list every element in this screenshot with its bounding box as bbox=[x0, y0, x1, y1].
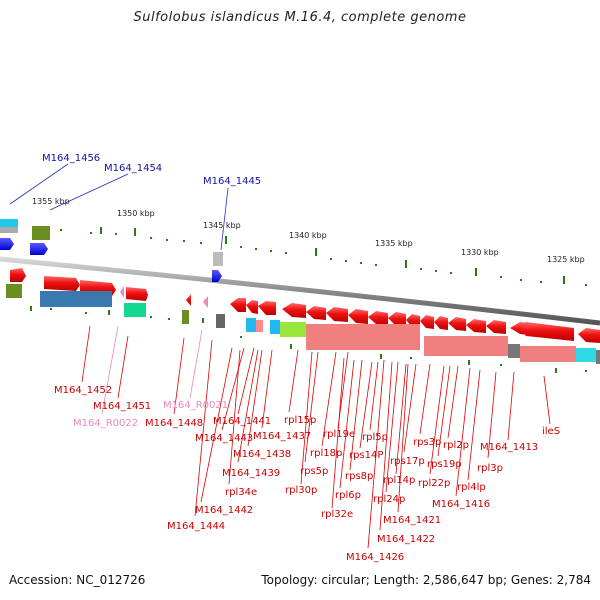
scale-label-1325: 1325 kbp bbox=[547, 255, 585, 264]
gene-label-m164-r0021: M164_R0021 bbox=[163, 400, 228, 411]
gene-label-rpl18p: rpl18p bbox=[310, 448, 342, 459]
outer-features bbox=[0, 219, 223, 282]
inner-strand-blocks bbox=[246, 318, 600, 364]
gene-label-rps3p: rps3p bbox=[413, 437, 441, 448]
gene-label-m164-1454: M164_1454 bbox=[104, 163, 162, 174]
scale-label-1335: 1335 kbp bbox=[375, 239, 413, 248]
gene-label-rpl19e: rpl19e bbox=[323, 429, 355, 440]
gene-label-m164-1422: M164_1422 bbox=[377, 534, 435, 545]
gene-label-rps17p: rps17p bbox=[390, 456, 425, 467]
leader-lines bbox=[9, 163, 551, 549]
gene-label-m164-1444: M164_1444 bbox=[167, 521, 225, 532]
gene-label-rpl34e: rpl34e bbox=[225, 487, 257, 498]
gene-label-rpl14p: rpl14p bbox=[383, 475, 415, 486]
gene-label-m164-1421: M164_1421 bbox=[383, 515, 441, 526]
scale-label-1350: 1350 kbp bbox=[117, 209, 155, 218]
gene-label-rpl6p: rpl6p bbox=[335, 490, 361, 501]
gene-label-m164-1451: M164_1451 bbox=[93, 401, 151, 412]
gene-label-m164-1437: M164_1437 bbox=[253, 431, 311, 442]
scale-label-1340: 1340 kbp bbox=[289, 231, 327, 240]
chromosome-backbone bbox=[0, 256, 600, 326]
gene-label-rpl4lp: rpl4lp bbox=[457, 482, 486, 493]
gene-label-m164-1452: M164_1452 bbox=[54, 385, 112, 396]
gene-label-m164-1448: M164_1448 bbox=[145, 418, 203, 429]
accession-label: Accession: NC_012726 bbox=[9, 573, 146, 587]
gene-label-rpl5p: rpl5p bbox=[362, 432, 388, 443]
scale-ring bbox=[14, 227, 587, 286]
gene-label-iles: ileS bbox=[542, 426, 560, 437]
gene-label-m164-1441: M164_1441 bbox=[213, 416, 271, 427]
gene-label-m164-1438: M164_1438 bbox=[233, 449, 291, 460]
gene-label-m164-1439: M164_1439 bbox=[222, 468, 280, 479]
gene-label-rpl15p: rpl15p bbox=[284, 415, 316, 426]
gene-label-rps5p: rps5p bbox=[300, 466, 328, 477]
gene-label-rpl22p: rpl22p bbox=[418, 478, 450, 489]
gene-label-rps8p: rps8p bbox=[345, 471, 373, 482]
gene-label-rpl32e: rpl32e bbox=[321, 509, 353, 520]
map-title: Sulfolobus islandicus M.16.4, complete g… bbox=[133, 10, 467, 25]
gene-label-m164-1426: M164_1426 bbox=[346, 552, 404, 563]
gene-label-rpl30p: rpl30p bbox=[285, 485, 317, 496]
gene-label-m164-1442: M164_1442 bbox=[195, 505, 253, 516]
gene-label-rpl24p: rpl24p bbox=[373, 494, 405, 505]
gene-label-m164-r0022: M164_R0022 bbox=[73, 418, 138, 429]
gene-label-rpl3p: rpl3p bbox=[477, 463, 503, 474]
gene-label-m164-1456: M164_1456 bbox=[42, 153, 100, 164]
gene-label-rps14p: rps14P bbox=[349, 450, 383, 461]
scale-label-1330: 1330 kbp bbox=[461, 248, 499, 257]
gene-label-m164-1445: M164_1445 bbox=[203, 176, 261, 187]
gene-label-m164-1416: M164_1416 bbox=[432, 499, 490, 510]
scale-label-1355: 1355 kbp bbox=[32, 197, 70, 206]
gene-label-m164-1443: M164_1443 bbox=[195, 433, 253, 444]
scale-label-1345: 1345 kbp bbox=[203, 221, 241, 230]
inner-scale-ring bbox=[30, 306, 587, 373]
gene-label-m164-1413: M164_1413 bbox=[480, 442, 538, 453]
genome-summary: Topology: circular; Length: 2,586,647 bp… bbox=[261, 573, 591, 587]
gene-label-rpl2p: rpl2p bbox=[443, 440, 469, 451]
gene-label-rps19p: rps19p bbox=[427, 459, 462, 470]
